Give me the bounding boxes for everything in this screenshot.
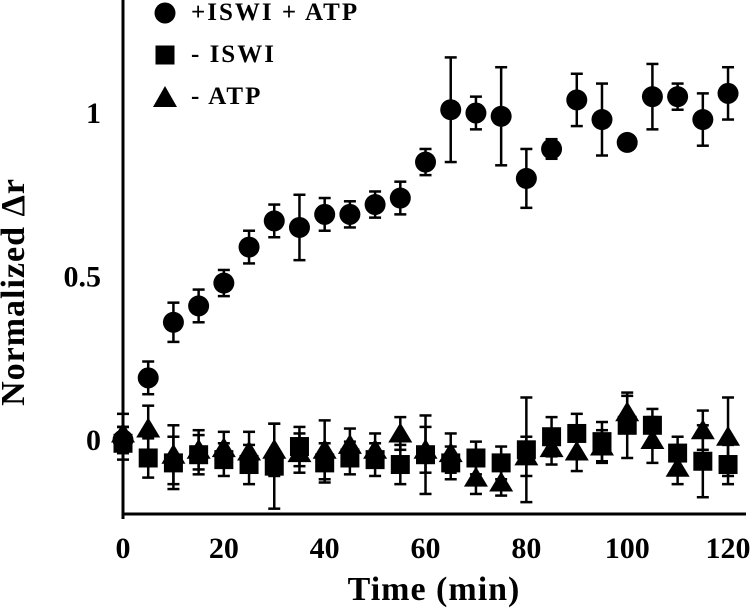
data-point-circle	[112, 429, 134, 451]
data-point-circle	[641, 86, 663, 108]
data-point-square	[668, 443, 688, 463]
data-point-circle	[591, 109, 613, 131]
data-point-circle	[465, 102, 487, 124]
data-point-circle	[213, 272, 235, 294]
legend-label-minus-iswi: - ISWI	[191, 41, 276, 68]
data-point-circle	[389, 187, 411, 209]
data-point-square	[416, 445, 436, 465]
data-point-circle	[415, 151, 437, 173]
x-tick-label: 0	[116, 532, 131, 565]
data-point-square	[390, 455, 410, 475]
data-point-circle	[692, 109, 714, 131]
data-point-circle	[616, 131, 638, 153]
y-tick-label: 0.5	[64, 261, 102, 294]
data-point-square	[315, 453, 335, 473]
data-point-square	[491, 453, 511, 473]
data-point-square	[516, 440, 536, 460]
data-point-circle	[288, 216, 310, 238]
data-point-square	[567, 423, 587, 443]
data-point-square	[138, 448, 158, 468]
chart-legend: +ISWI + ATP - ISWI - ATP	[151, 0, 359, 118]
tick-labels-layer: 0 20 40 60 80 100 120 0 0.5 1	[64, 97, 751, 565]
data-point-triangle	[136, 417, 161, 438]
legend-item-minus-iswi: - ISWI	[151, 34, 359, 76]
x-axis-title: Time (min)	[348, 571, 521, 608]
data-point-triangle	[716, 425, 741, 446]
data-point-circle	[440, 99, 462, 121]
data-point-square	[441, 453, 461, 473]
data-point-circle	[162, 311, 184, 333]
filled-square-icon	[155, 45, 175, 65]
filled-circle-icon	[154, 2, 176, 24]
x-tick-label: 20	[209, 532, 239, 565]
data-point-circle	[717, 82, 739, 104]
data-point-square	[264, 456, 284, 476]
data-point-circle	[667, 86, 689, 108]
data-point-triangle	[463, 466, 488, 487]
data-point-circle	[314, 203, 336, 225]
series-circle	[112, 56, 739, 455]
y-axis-title: Normalized Δr	[0, 178, 32, 406]
legend-label-plus-iswi-atp: +ISWI + ATP	[191, 0, 360, 26]
x-tick-label: 100	[605, 532, 650, 565]
data-series-layer	[111, 56, 741, 510]
data-point-square	[365, 450, 385, 470]
x-tick-label: 80	[511, 532, 541, 565]
data-point-circle	[515, 167, 537, 189]
data-point-circle	[339, 203, 361, 225]
filled-triangle-icon	[153, 86, 177, 107]
data-point-square	[289, 437, 309, 457]
data-point-square	[693, 451, 713, 471]
data-point-triangle	[489, 471, 514, 492]
x-tick-label: 40	[310, 532, 340, 565]
legend-item-minus-atp: - ATP	[151, 76, 359, 118]
data-point-square	[617, 415, 637, 435]
data-point-circle	[490, 105, 512, 127]
data-point-circle	[188, 295, 210, 317]
data-point-square	[542, 427, 562, 447]
data-point-square	[718, 455, 738, 475]
data-point-square	[466, 448, 486, 468]
data-point-square	[189, 445, 209, 465]
y-tick-label: 0	[86, 424, 101, 457]
data-point-circle	[263, 210, 285, 232]
y-tick-label: 1	[86, 97, 101, 130]
series-square	[113, 391, 738, 510]
data-point-square	[592, 432, 612, 452]
data-point-circle	[541, 138, 563, 160]
data-point-circle	[238, 236, 260, 258]
data-point-square	[642, 415, 662, 435]
data-point-square	[163, 453, 183, 473]
data-point-square	[239, 455, 259, 475]
data-point-circle	[137, 367, 159, 389]
data-point-circle	[364, 194, 386, 216]
data-point-triangle	[388, 422, 413, 443]
x-tick-label: 120	[706, 532, 751, 565]
data-point-square	[340, 448, 360, 468]
legend-item-plus-iswi-atp: +ISWI + ATP	[151, 0, 359, 34]
x-tick-label: 60	[411, 532, 441, 565]
data-point-square	[214, 450, 234, 470]
legend-label-minus-atp: - ATP	[191, 83, 263, 110]
data-point-circle	[566, 89, 588, 111]
